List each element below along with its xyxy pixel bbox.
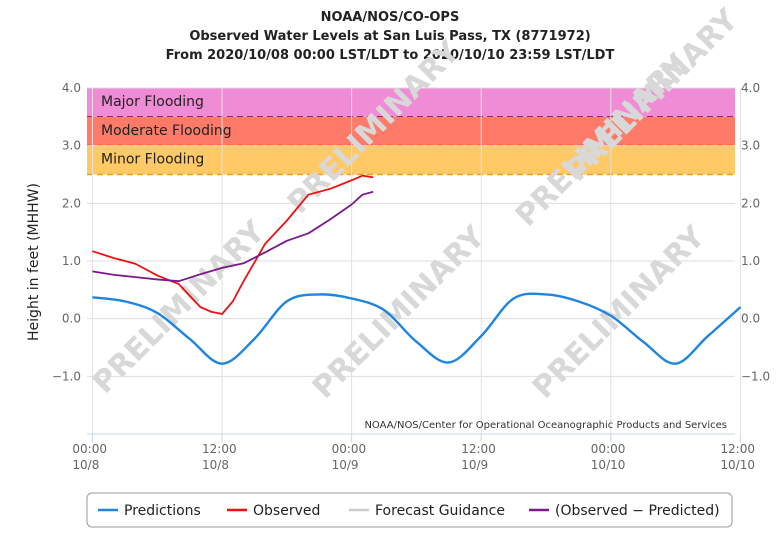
y-tick-right-1: 3.0 (741, 139, 760, 153)
flood-zone-0 (87, 88, 735, 117)
flood-zone-label-1: Moderate Flooding (101, 123, 232, 139)
title-line-3: From 2020/10/08 00:00 LST/LDT to 2020/10… (166, 48, 615, 63)
y-axis-label: Height in feet (MHHW) (26, 183, 42, 341)
y-tick-left-5: −1.0 (52, 369, 81, 383)
x-tick-time-1: 12:00 (202, 442, 237, 456)
series-lines (92, 174, 742, 365)
x-tick-date-0: 10/8 (72, 458, 99, 472)
y-tick-right-5: −1.0 (741, 369, 770, 383)
title-line-2: Observed Water Levels at San Luis Pass, … (189, 29, 590, 44)
grid (87, 87, 741, 434)
x-tick-date-1: 10/8 (202, 458, 229, 472)
x-tick-time-5: 12:00 (720, 442, 755, 456)
series-line-3 (92, 190, 374, 283)
watermark-1: PRELIMINARY (306, 219, 493, 406)
legend: Predictions Observed Forecast Guidance (Obs… (86, 492, 733, 528)
credit-text: NOAA/NOS/Center for Operational Oceanogr… (364, 420, 727, 431)
y-tick-right-2: 2.0 (741, 196, 760, 210)
x-tick-time-3: 12:00 (461, 442, 496, 456)
y-tick-left-2: 2.0 (62, 196, 81, 210)
flood-zone-1 (87, 116, 735, 146)
chart-title: NOAA/NOS/CO-OPS Observed Water Levels at… (166, 10, 615, 63)
title-line-1: NOAA/NOS/CO-OPS (321, 10, 460, 25)
x-tick-date-5: 10/10 (720, 458, 755, 472)
legend-label-1: Observed (253, 503, 320, 519)
x-tick-date-3: 10/9 (461, 458, 488, 472)
series-line-0 (92, 292, 742, 365)
axes: 4.0 4.0 3.0 3.0 2.0 2.0 1.0 1.0 0.0 0.0 −1.0 −1.0 00… (52, 81, 770, 472)
y-tick-left-1: 3.0 (62, 139, 81, 153)
x-tick-date-4: 10/10 (591, 458, 626, 472)
y-tick-left-3: 1.0 (62, 254, 81, 268)
x-tick-time-2: 00:00 (332, 442, 367, 456)
legend-label-2: Forecast Guidance (375, 503, 505, 519)
flood-zones: Major Flooding Moderate Flooding Minor Flo… (87, 88, 735, 176)
flood-zone-2 (87, 145, 735, 175)
flood-zone-label-2: Minor Flooding (101, 152, 204, 168)
y-tick-left-0: 4.0 (62, 81, 81, 95)
watermark-2: PRELIMINARY (526, 219, 713, 406)
y-tick-left-4: 0.0 (62, 312, 81, 326)
legend-label-3: (Observed − Predicted) (555, 503, 720, 519)
flood-zone-label-0: Major Flooding (101, 94, 204, 110)
y-tick-right-3: 1.0 (741, 254, 760, 268)
x-tick-time-4: 00:00 (591, 442, 626, 456)
y-tick-right-0: 4.0 (741, 81, 760, 95)
x-tick-date-2: 10/9 (332, 458, 359, 472)
y-tick-right-4: 0.0 (741, 312, 760, 326)
legend-label-0: Predictions (124, 503, 201, 519)
x-tick-time-0: 00:00 (72, 442, 107, 456)
series-line-1 (92, 174, 374, 315)
watermark-0: PRELIMINARY (86, 214, 273, 401)
